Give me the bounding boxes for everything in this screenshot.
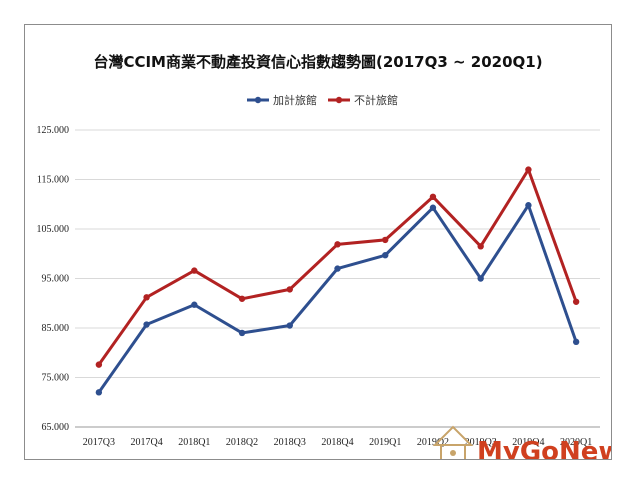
series-layer — [95, 166, 580, 396]
data-point — [191, 301, 198, 308]
data-point — [334, 265, 341, 272]
legend-marker — [335, 96, 343, 104]
y-tick-label: 65.000 — [42, 422, 70, 433]
legend-label: 不計旅館 — [354, 93, 398, 107]
x-tick-label: 2018Q3 — [274, 437, 306, 448]
y-tick-label: 105.000 — [37, 224, 70, 235]
series-line-1 — [97, 203, 578, 394]
house-logo-icon — [432, 425, 474, 459]
legend-label: 加計旅館 — [273, 93, 317, 107]
x-tick-label: 2018Q2 — [226, 437, 258, 448]
x-tick-label: 2020Q1 — [560, 437, 592, 448]
data-point — [95, 361, 103, 368]
x-tick-label: 2017Q3 — [83, 437, 115, 448]
x-tick-label: 2019Q3 — [465, 437, 497, 448]
chart-title: 台灣CCIM商業不動產投資信心指數趨勢圖(2017Q3 ~ 2020Q1) — [93, 53, 542, 71]
x-tick-label: 2019Q2 — [417, 437, 449, 448]
legend: 加計旅館 不計旅館 — [247, 93, 398, 107]
watermark: MyGoNews — [432, 425, 611, 459]
chart-frame: 台灣CCIM商業不動產投資信心指數趨勢圖(2017Q3 ~ 2020Q1) 加計… — [24, 24, 612, 460]
y-tick-label: 115.000 — [37, 175, 69, 186]
data-point — [238, 329, 246, 337]
data-point — [382, 236, 389, 244]
data-point — [477, 243, 484, 250]
x-tick-label: 2019Q1 — [369, 437, 401, 448]
data-point — [334, 241, 341, 248]
x-tick-label: 2018Q4 — [321, 437, 353, 448]
data-point — [238, 295, 246, 302]
x-tick-label: 2018Q1 — [178, 437, 210, 448]
data-point — [429, 204, 437, 211]
data-point — [525, 166, 532, 173]
watermark-text: MyGoNews — [477, 437, 611, 459]
data-point — [525, 202, 532, 209]
grid — [75, 129, 600, 428]
data-point — [286, 286, 293, 293]
line-chart: 台灣CCIM商業不動產投資信心指數趨勢圖(2017Q3 ~ 2020Q1) 加計… — [37, 53, 611, 459]
data-point — [95, 389, 103, 396]
data-point — [191, 267, 198, 274]
data-point — [429, 193, 437, 201]
legend-marker — [254, 96, 262, 104]
y-tick-label: 85.000 — [42, 323, 70, 334]
y-tick-label: 75.000 — [42, 373, 70, 384]
y-axis: 65.000 75.000 85.000 95.000 105.000 115.000 12… — [37, 125, 70, 433]
y-tick-label: 125.000 — [37, 125, 70, 136]
data-point — [286, 322, 293, 329]
data-point — [477, 275, 484, 282]
data-point — [143, 294, 150, 301]
data-point — [572, 298, 580, 305]
x-tick-label: 2019Q4 — [512, 437, 544, 448]
x-axis: 2017Q3 2017Q4 2018Q1 2018Q2 2018Q3 2018Q4 2019… — [83, 437, 593, 448]
y-tick-label: 95.000 — [42, 274, 70, 285]
data-point — [382, 252, 389, 259]
data-point — [143, 321, 150, 328]
data-point — [572, 338, 580, 346]
x-tick-label: 2017Q4 — [130, 437, 162, 448]
